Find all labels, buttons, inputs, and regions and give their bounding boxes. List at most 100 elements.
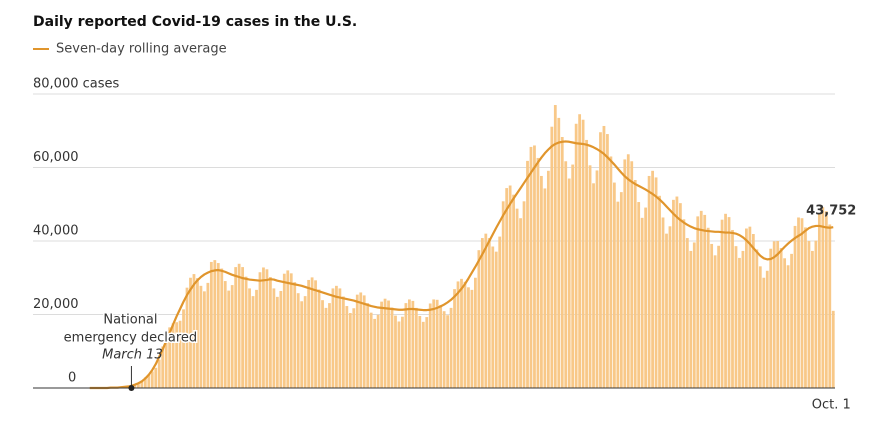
bar xyxy=(349,313,352,388)
bar xyxy=(832,311,835,388)
y-tick-label: 40,000 xyxy=(33,224,79,239)
bar xyxy=(623,159,626,388)
bar xyxy=(266,269,269,388)
bar xyxy=(780,248,783,388)
bar xyxy=(418,316,421,388)
bar xyxy=(530,147,533,388)
bar xyxy=(613,183,616,388)
bar xyxy=(745,229,748,388)
bar xyxy=(276,297,279,388)
bar xyxy=(568,179,571,388)
bar xyxy=(352,308,355,388)
bar xyxy=(738,258,741,388)
bar xyxy=(728,217,731,388)
bar xyxy=(582,120,585,388)
bar xyxy=(297,293,300,388)
bar xyxy=(644,208,647,388)
bar xyxy=(252,296,255,388)
bar xyxy=(828,224,831,388)
bar xyxy=(648,176,651,388)
bar xyxy=(502,201,505,388)
bar xyxy=(279,291,282,388)
bar xyxy=(696,216,699,388)
bar xyxy=(689,251,692,388)
bar xyxy=(707,228,710,388)
bar xyxy=(439,305,442,388)
bar xyxy=(220,269,223,388)
bar xyxy=(811,251,814,388)
bar xyxy=(325,308,328,388)
y-tick-label: 80,000 cases xyxy=(33,77,120,92)
bar xyxy=(630,161,633,388)
y-tick-label: 20,000 xyxy=(33,297,79,312)
bar xyxy=(655,177,658,388)
bar xyxy=(616,202,619,388)
bar xyxy=(484,234,487,388)
bar xyxy=(227,291,230,388)
bar xyxy=(217,263,220,388)
bar xyxy=(797,217,800,388)
bar xyxy=(610,156,613,388)
bar xyxy=(557,118,560,388)
bar xyxy=(411,301,414,388)
annotation: National xyxy=(103,313,157,328)
bar xyxy=(255,290,258,388)
bar xyxy=(759,266,762,388)
bar xyxy=(293,282,296,388)
bar xyxy=(307,280,310,388)
bar xyxy=(332,288,335,388)
bar xyxy=(516,209,519,388)
bar xyxy=(599,132,602,388)
bar xyxy=(672,200,675,388)
bar xyxy=(550,127,553,388)
bar xyxy=(491,247,494,388)
bar xyxy=(755,249,758,388)
bar xyxy=(311,277,314,388)
bar xyxy=(391,308,394,388)
bar xyxy=(589,165,592,388)
bar xyxy=(693,242,696,388)
bar xyxy=(540,176,543,388)
bar xyxy=(714,255,717,388)
bar xyxy=(477,250,480,388)
bar xyxy=(523,201,526,388)
bar xyxy=(401,317,404,388)
bar xyxy=(446,315,449,388)
bar xyxy=(488,238,491,388)
bar xyxy=(443,311,446,388)
bar xyxy=(387,301,390,388)
bar xyxy=(682,219,685,388)
bar xyxy=(776,241,779,388)
bar xyxy=(651,171,654,388)
bar xyxy=(762,278,765,388)
bar xyxy=(321,300,324,388)
bar xyxy=(425,317,428,388)
bar xyxy=(742,251,745,388)
bar xyxy=(405,303,408,388)
bar xyxy=(676,197,679,388)
bar xyxy=(380,302,383,388)
bar xyxy=(773,241,776,388)
bar xyxy=(596,170,599,388)
bar xyxy=(206,283,209,388)
bar xyxy=(241,267,244,388)
bar xyxy=(578,114,581,388)
bar xyxy=(575,124,578,388)
bar xyxy=(231,285,234,388)
bar xyxy=(283,274,286,388)
bar xyxy=(533,145,536,388)
bar xyxy=(339,288,342,388)
legend-label: Seven-day rolling average xyxy=(56,42,227,57)
bar xyxy=(245,277,248,388)
bar xyxy=(318,290,321,388)
bar xyxy=(526,161,529,388)
bar xyxy=(328,303,331,388)
bar xyxy=(495,252,498,388)
bar xyxy=(359,292,362,388)
bar xyxy=(304,296,307,388)
bar xyxy=(537,158,540,388)
bar xyxy=(262,267,265,388)
bar xyxy=(662,217,665,388)
bar xyxy=(794,226,797,388)
